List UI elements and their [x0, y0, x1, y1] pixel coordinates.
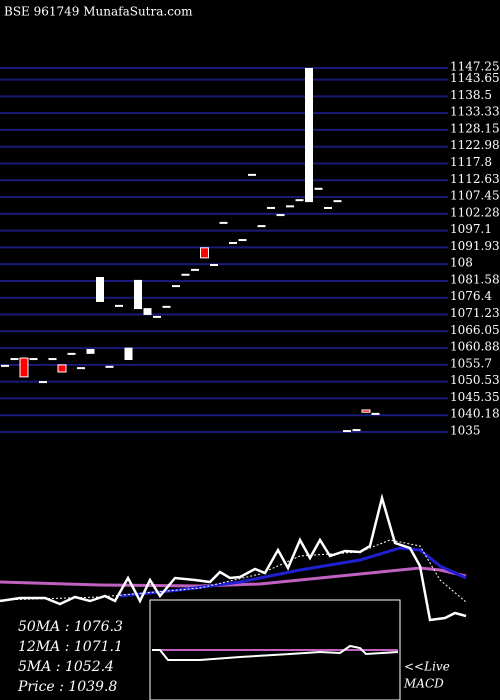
y-tick-label: 1060.88: [450, 340, 500, 354]
candle-body: [257, 225, 266, 228]
candle-body: [10, 358, 19, 361]
ma-blue: [119, 546, 467, 598]
stat: 50MA : 1076.3: [18, 619, 123, 635]
price-line: [0, 493, 467, 622]
candle-body: [57, 364, 67, 373]
candle-body: [352, 429, 361, 432]
ma-dotted: [0, 539, 467, 603]
macd-line: [152, 644, 399, 661]
candle-body: [48, 358, 57, 361]
candle-body: [248, 173, 256, 176]
candle-body: [210, 264, 218, 267]
candle-body: [343, 430, 351, 433]
y-tick-label: 1091.93: [450, 239, 500, 253]
candle-body: [19, 357, 29, 378]
candle-body: [333, 200, 342, 203]
candle-body: [115, 304, 123, 307]
y-tick-label: 1133.33: [450, 105, 500, 119]
candle-body: [371, 412, 380, 415]
y-tick-label: 1097.1: [450, 222, 492, 236]
candle-body: [1, 364, 9, 367]
y-tick-label: 1045.35: [450, 390, 500, 404]
candle-body: [86, 348, 95, 354]
candle-body: [172, 285, 180, 288]
candle-body: [286, 205, 294, 208]
candle-body: [39, 381, 47, 384]
candle-body: [200, 247, 209, 259]
y-tick-label: 1147.25: [450, 60, 500, 74]
candle-body: [276, 214, 285, 217]
y-tick-label: 1138.5: [450, 88, 492, 102]
chart-title: BSE 961749 MunafaSutra.com: [4, 5, 193, 19]
candle-body: [67, 352, 76, 355]
candle-body: [295, 199, 304, 202]
y-tick-label: 1122.98: [450, 138, 500, 152]
candle-body: [219, 221, 228, 224]
candle-body: [105, 365, 114, 368]
y-tick-label: 1128.15: [450, 121, 500, 135]
candle-body: [314, 187, 323, 190]
stat: 5MA : 1052.4: [18, 659, 114, 675]
candle-body: [324, 206, 332, 209]
y-tick-label: 1035: [450, 424, 481, 438]
candle-body: [361, 409, 371, 413]
y-tick-label: 1112.63: [450, 172, 500, 186]
candle-body: [267, 206, 275, 209]
candle-body: [96, 276, 104, 302]
stat: Price : 1039.8: [17, 679, 117, 695]
candle-body: [143, 308, 152, 315]
y-tick-label: 1143.65: [450, 71, 500, 85]
y-tick-label: 1071.23: [450, 306, 500, 320]
candle-body: [77, 367, 85, 370]
ma-pink: [0, 566, 467, 588]
candle-body: [124, 347, 133, 361]
candle-body: [305, 68, 313, 203]
candles: [1, 68, 380, 433]
candle-body: [191, 268, 199, 271]
y-tick-label: 1107.45: [450, 189, 500, 203]
y-tick-label: 1081.58: [450, 272, 500, 286]
stat: 12MA : 1071.1: [18, 639, 123, 655]
y-tick-label: 1040.18: [450, 407, 500, 421]
macd-live: <<Live: [404, 660, 450, 674]
y-tick-label: 1117.8: [450, 155, 492, 169]
candle-body: [153, 315, 161, 318]
candle-body: [181, 273, 190, 276]
candle-body: [238, 239, 247, 242]
macd-label: MACD: [403, 677, 444, 691]
candle-body: [229, 241, 237, 244]
y-tick-label: 1055.7: [450, 356, 492, 370]
y-tick-label: 108: [450, 256, 473, 270]
candle-body: [162, 305, 171, 308]
y-tick-label: 1050.53: [450, 373, 500, 387]
y-tick-label: 1076.4: [450, 289, 492, 303]
y-tick-label: 1102.28: [450, 205, 500, 219]
y-tick-label: 1066.05: [450, 323, 500, 337]
candle-body: [134, 279, 142, 310]
candle-body: [29, 358, 38, 361]
